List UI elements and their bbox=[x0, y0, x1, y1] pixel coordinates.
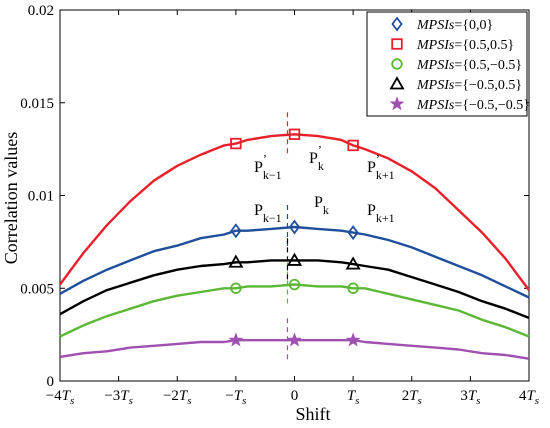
legend-marker-5 bbox=[389, 96, 405, 111]
annotation-pk1-prime: Pʼ k−1 bbox=[254, 152, 282, 182]
series-line-1 bbox=[59, 225, 530, 299]
legend-label-1: MPSIs={0,0} bbox=[416, 18, 493, 33]
x-tick-label: 2Ts bbox=[402, 388, 422, 407]
annotation-pk1: Pk−1 bbox=[254, 202, 282, 225]
marker-square-2 bbox=[288, 128, 301, 140]
marker-diamond-3 bbox=[347, 225, 359, 241]
legend-marker-1 bbox=[391, 16, 403, 32]
marker-star-3 bbox=[345, 332, 361, 347]
x-tick-label: −2Ts bbox=[163, 388, 192, 407]
x-tick-label: 0 bbox=[291, 388, 299, 404]
series-lines bbox=[59, 133, 530, 360]
legend-label-2: MPSIs={0.5,0.5} bbox=[416, 38, 514, 53]
x-tick-label: −4Ts bbox=[46, 388, 75, 407]
series-line-2 bbox=[59, 133, 530, 291]
y-tick-label: 0.02 bbox=[28, 3, 54, 19]
y-tick-label: 0.015 bbox=[20, 96, 54, 112]
legend-label-3: MPSIs={0.5,−0.5} bbox=[416, 58, 522, 73]
series-line-3 bbox=[59, 283, 530, 338]
plot-axes: 0 0.005 0.01 0.015 0.02 −4Ts −3Ts −2Ts −Ts 0 Ts 2Ts… bbox=[20, 3, 539, 407]
marker-triangle-1 bbox=[228, 254, 244, 268]
x-tick-label: Ts bbox=[347, 388, 360, 407]
marker-square-1 bbox=[230, 137, 242, 150]
marker-circle-2 bbox=[288, 278, 301, 291]
annotation-pk: Pk bbox=[314, 194, 329, 217]
legend: MPSIs={0,0} MPSIs={0.5,0.5} MPSIs={0.5,−0.… bbox=[366, 11, 530, 117]
marker-circle-1 bbox=[230, 282, 242, 294]
annotation-pk-prime: Pʼ k bbox=[309, 143, 324, 173]
annotation-pk1p: Pk+1 bbox=[367, 202, 395, 225]
legend-label-4: MPSIs={−0.5,0.5} bbox=[416, 78, 522, 93]
y-axis-label: Correlation values bbox=[1, 132, 21, 264]
y-tick-label: 0.01 bbox=[28, 189, 54, 205]
y-tick-label: 0.005 bbox=[20, 281, 54, 297]
series-markers bbox=[228, 128, 361, 347]
legend-marker-4 bbox=[389, 76, 405, 90]
marker-triangle-3 bbox=[345, 256, 361, 270]
legend-box bbox=[366, 11, 528, 117]
x-tick-label: 4Ts bbox=[519, 388, 539, 407]
x-tick-label: −Ts bbox=[225, 388, 246, 407]
marker-star-2 bbox=[287, 332, 302, 347]
marker-star-1 bbox=[228, 332, 244, 347]
marker-diamond-2 bbox=[288, 219, 301, 235]
marker-square-3 bbox=[347, 139, 359, 152]
annotation-pk1p-prime: Pʼ k+1 bbox=[367, 152, 395, 182]
x-tick-label: 3Ts bbox=[460, 388, 480, 407]
marker-triangle-2 bbox=[286, 252, 303, 266]
point-annotations: Pʼ k−1 Pʼ k Pʼ k+1 Pk−1 Pk Pk+1 bbox=[254, 143, 395, 225]
marker-diamond-1 bbox=[230, 223, 242, 239]
series-line-4 bbox=[59, 259, 530, 320]
marker-circle-3 bbox=[347, 282, 359, 294]
legend-label-5: MPSIs={−0.5,−0.5} bbox=[416, 98, 530, 113]
legend-marker-3 bbox=[391, 58, 403, 70]
x-tick-label: −3Ts bbox=[104, 388, 133, 407]
x-axis-label: Shift bbox=[295, 404, 330, 424]
y-tick-label: 0 bbox=[47, 374, 55, 390]
legend-marker-2 bbox=[391, 38, 403, 50]
